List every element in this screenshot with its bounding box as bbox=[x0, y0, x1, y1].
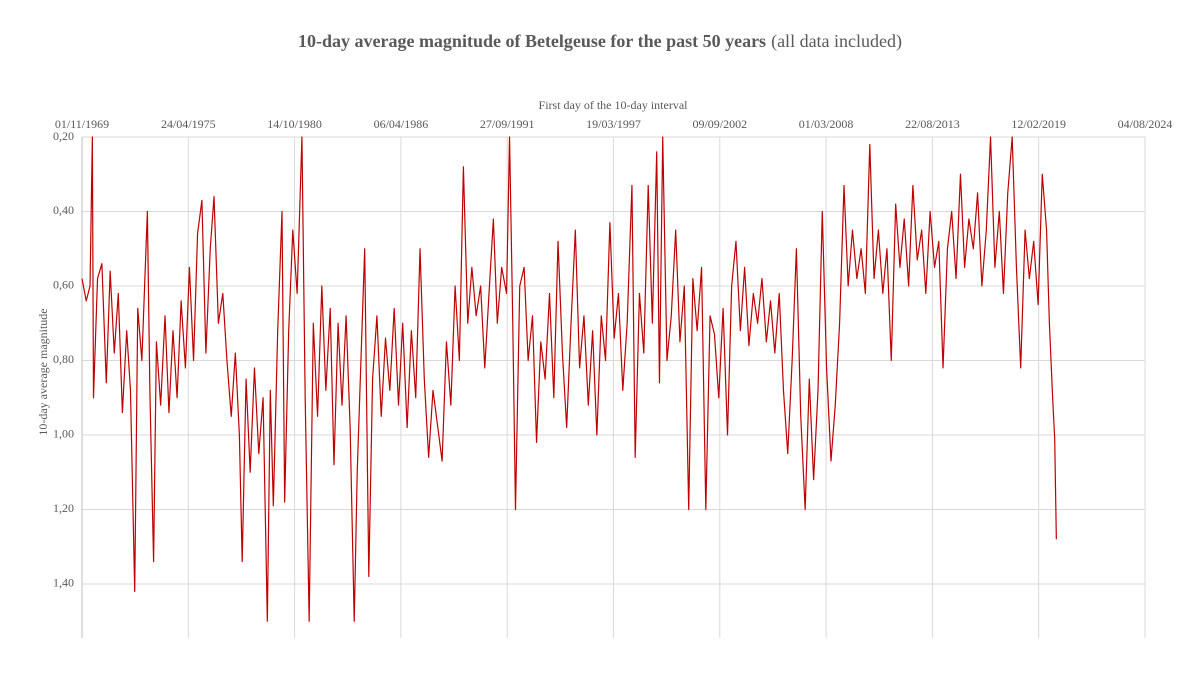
x-tick-label: 24/04/1975 bbox=[161, 117, 216, 131]
x-tick-label: 04/08/2024 bbox=[1118, 117, 1173, 131]
x-axis-title: First day of the 10-day interval bbox=[539, 98, 689, 112]
x-tick-label: 19/03/1997 bbox=[586, 117, 641, 131]
x-tick-label: 09/09/2002 bbox=[692, 117, 747, 131]
x-tick-label: 27/09/1991 bbox=[480, 117, 535, 131]
y-tick-label: 0,80 bbox=[53, 352, 74, 366]
data-line bbox=[81, 136, 1057, 622]
y-axis-title: 10-day average magnitude bbox=[36, 308, 50, 435]
y-tick-label: 1,40 bbox=[53, 576, 74, 590]
chart-title-group: 10-day average magnitude of Betelgeuse f… bbox=[298, 31, 902, 52]
x-tick-label: 01/11/1969 bbox=[55, 117, 109, 131]
y-tick-label: 1,20 bbox=[53, 501, 74, 515]
chart-title-note: (all data included) bbox=[771, 31, 902, 52]
x-tick-label: 12/02/2019 bbox=[1011, 117, 1066, 131]
y-tick-label: 0,20 bbox=[53, 129, 74, 143]
x-tick-label: 01/03/2008 bbox=[799, 117, 854, 131]
y-tick-label: 0,60 bbox=[53, 278, 74, 292]
y-tick-label: 0,40 bbox=[53, 203, 74, 217]
chart-title: 10-day average magnitude of Betelgeuse f… bbox=[298, 31, 766, 51]
x-tick-label: 06/04/1986 bbox=[374, 117, 429, 131]
x-tick-label: 22/08/2013 bbox=[905, 117, 960, 131]
x-tick-label: 14/10/1980 bbox=[267, 117, 322, 131]
y-tick-label: 1,00 bbox=[53, 427, 74, 441]
